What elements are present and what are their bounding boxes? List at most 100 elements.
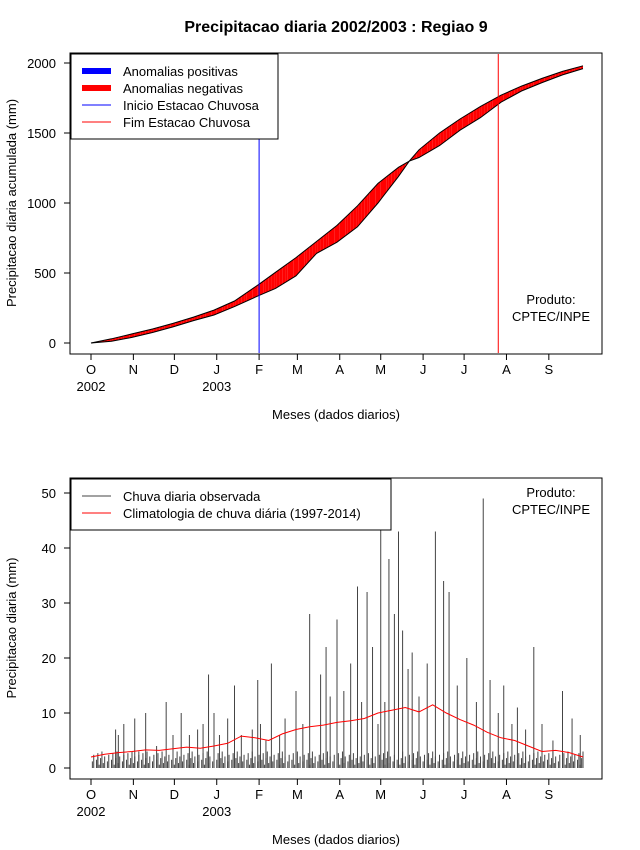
negative-anomaly-band [249, 288, 253, 300]
legend-observed-label: Chuva diaria observada [123, 489, 261, 504]
climatology-accumulated-line [90, 65, 584, 344]
negative-anomaly-band [339, 220, 343, 241]
negative-anomaly-band [211, 310, 214, 316]
negative-anomaly-band [309, 244, 313, 261]
chart1-x-tick-label: A [335, 362, 344, 377]
negative-anomaly-band [490, 99, 493, 111]
negative-anomaly-band [328, 229, 332, 247]
negative-anomaly-band [465, 114, 469, 127]
negative-anomaly-band [246, 290, 250, 301]
negative-anomaly-band [317, 238, 321, 253]
negative-anomaly-band [449, 124, 452, 139]
negative-anomaly-band [514, 87, 518, 95]
chart1-x-tick-label: O [86, 362, 96, 377]
negative-anomaly-band [435, 134, 439, 148]
negative-anomaly-band [214, 308, 217, 315]
negative-anomaly-band [224, 304, 228, 311]
chart2-x-tick-label: J [213, 787, 220, 802]
negative-anomaly-band [326, 231, 329, 249]
negative-anomaly-band [345, 214, 348, 236]
legend-season-start-label: Inicio Estacao Chuvosa [123, 98, 260, 113]
chart1-y-tick-label: 0 [49, 336, 56, 351]
chart2-y-tick-label: 0 [49, 761, 56, 776]
negative-anomaly-band [241, 294, 245, 304]
chart2-y-tick-label: 40 [42, 541, 56, 556]
negative-anomaly-band [380, 179, 384, 200]
chart2-note-line1: Produto: [526, 485, 575, 500]
negative-anomaly-band [413, 153, 417, 160]
negative-anomaly-band [320, 236, 324, 252]
chart1-y-tick-label: 1500 [27, 126, 56, 141]
chart1-x-tick-label: S [544, 362, 553, 377]
chart2-x-tick-label: J [461, 787, 468, 802]
negative-anomaly-band [271, 273, 275, 291]
negative-anomaly-band [331, 227, 335, 246]
negative-anomaly-band [260, 281, 264, 295]
negative-anomaly-band [438, 132, 441, 147]
chart1-x-axis-label: Meses (dados diarios) [272, 407, 400, 422]
negative-anomaly-band [457, 119, 460, 133]
negative-anomaly-band [424, 143, 428, 155]
negative-anomaly-band [142, 330, 146, 335]
negative-anomaly-band [148, 329, 152, 334]
chart1-x-tick-label: M [375, 362, 386, 377]
chart1-note-line2: CPTEC/INPE [512, 309, 590, 324]
chart2-x-tick-label: A [335, 787, 344, 802]
chart2-year-label: 2002 [77, 804, 106, 819]
chart2-x-tick-label: S [544, 787, 553, 802]
chart2-frame [69, 477, 603, 780]
chart1-frame [69, 52, 603, 355]
negative-anomaly-band [296, 255, 299, 276]
negative-anomaly-band [511, 89, 515, 97]
negative-anomaly-band [312, 242, 316, 258]
negative-anomaly-band [528, 82, 532, 89]
legend-positive-label: Anomalias positivas [123, 64, 238, 79]
negative-anomaly-band [479, 105, 482, 119]
chart2-x-tick-label: N [129, 787, 138, 802]
negative-anomaly-band [140, 331, 143, 336]
negative-anomaly-band [222, 305, 225, 312]
legend-climatology-label: Climatologia de chuva diária (1997-2014) [123, 506, 361, 521]
negative-anomaly-band [451, 122, 455, 137]
negative-anomaly-band [268, 275, 272, 292]
chart2-x-tick-label: J [420, 787, 427, 802]
negative-anomaly-band [503, 92, 507, 101]
observed-accumulated-line [90, 68, 584, 344]
negative-anomaly-band [484, 102, 488, 115]
chart2-year-label: 2003 [202, 804, 231, 819]
chart2-x-tick-label: D [170, 787, 179, 802]
negative-anomaly-band [443, 128, 447, 143]
negative-anomaly-band [416, 149, 419, 159]
chart1-x-tick-label: A [502, 362, 511, 377]
negative-anomaly-band [293, 257, 296, 278]
negative-anomaly-band [290, 259, 294, 280]
negative-anomaly-band [361, 198, 365, 222]
negative-anomaly-band [323, 234, 327, 250]
negative-anomaly-band [219, 306, 223, 313]
negative-anomaly-band [462, 115, 466, 129]
chart2-y-tick-label: 10 [42, 706, 56, 721]
negative-anomaly-band [282, 265, 286, 285]
negative-anomaly-band [145, 330, 149, 335]
negative-anomaly-band [473, 108, 477, 122]
negative-anomaly-band [375, 183, 378, 207]
negative-anomaly-band [364, 195, 368, 219]
negative-anomaly-band [432, 136, 436, 150]
negative-anomaly-band [134, 332, 138, 337]
negative-anomaly-band [399, 164, 403, 175]
chart1-x-tick-label: N [129, 362, 138, 377]
negative-anomaly-band [388, 172, 392, 189]
negative-anomaly-band [460, 117, 463, 131]
negative-anomaly-band [383, 177, 387, 196]
negative-anomaly-band [244, 292, 247, 303]
chart2-x-tick-label: F [255, 787, 263, 802]
negative-anomaly-band [350, 209, 354, 232]
legend-season-end-label: Fim Estacao Chuvosa [123, 115, 251, 130]
chart2-x-axis-label: Meses (dados diarios) [272, 832, 400, 847]
chart2-y-tick-label: 50 [42, 486, 56, 501]
negative-anomaly-band [386, 174, 389, 193]
negative-anomaly-band [427, 140, 430, 153]
negative-anomaly-band [203, 312, 206, 318]
legend-negative-label: Anomalias negativas [123, 81, 243, 96]
negative-anomaly-band [274, 271, 277, 289]
